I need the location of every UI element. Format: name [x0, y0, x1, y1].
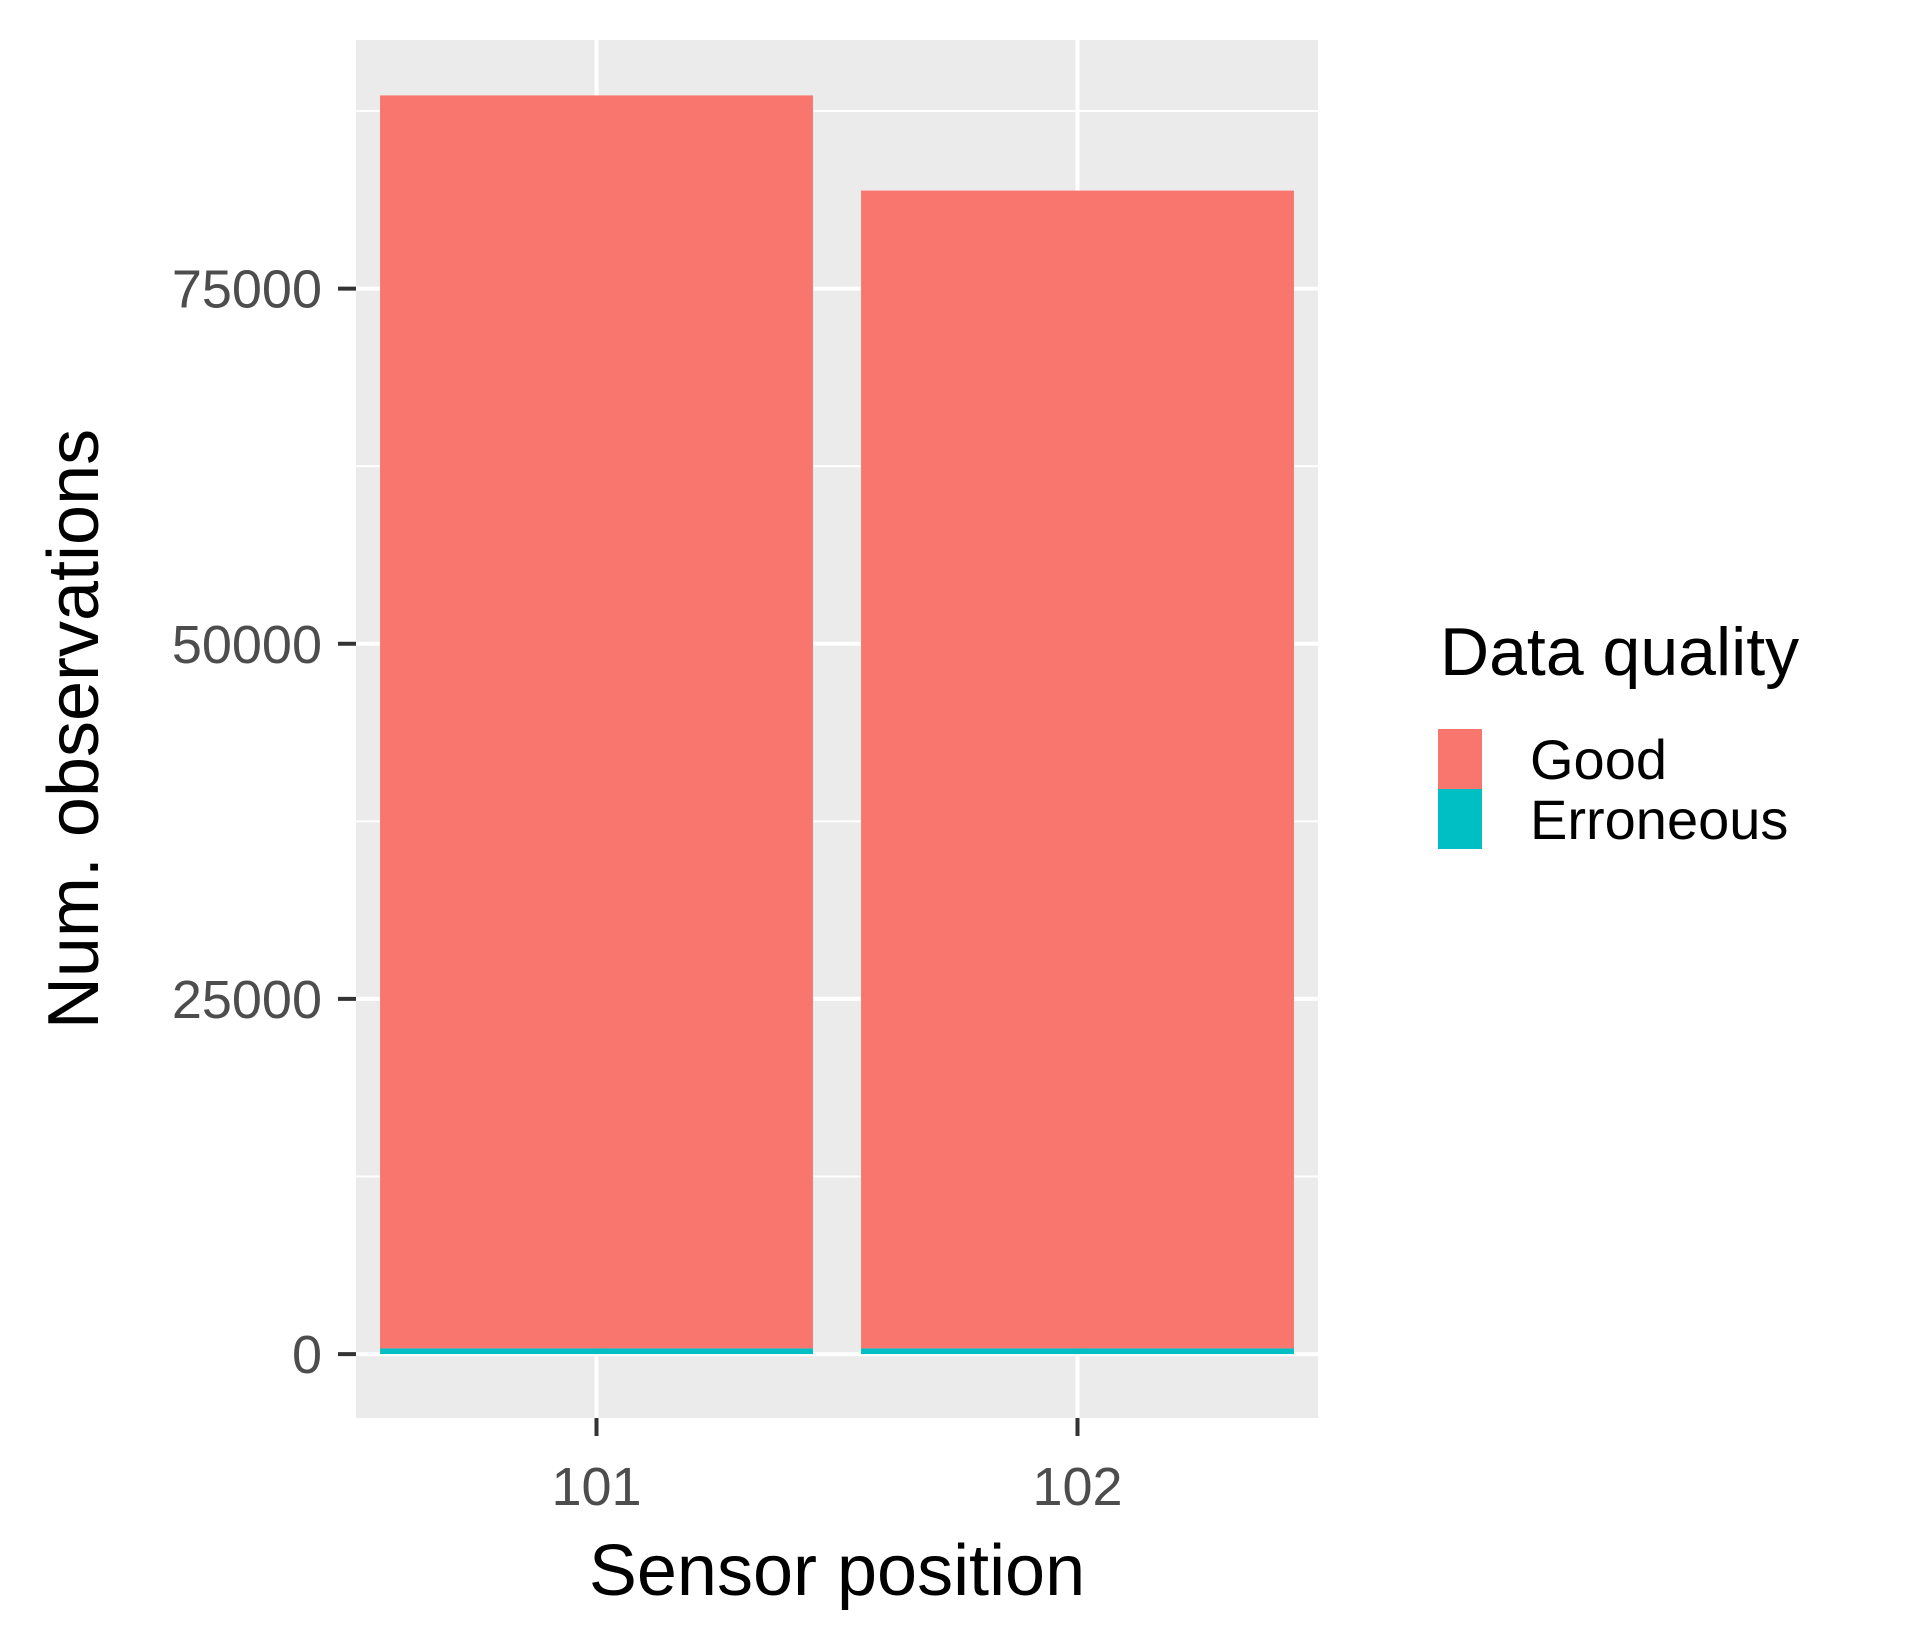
y-tick-label: 50000 — [172, 615, 322, 675]
legend-label-erroneous: Erroneous — [1530, 788, 1788, 851]
bars-layer — [380, 95, 1294, 1355]
axes-layer: 0 25000 50000 75000 101 102 — [172, 260, 1123, 1517]
y-axis-title: Num. observations — [34, 429, 114, 1029]
y-tick-label: 25000 — [172, 970, 322, 1030]
legend-title: Data quality — [1440, 614, 1799, 690]
bar-erroneous-101 — [380, 1348, 813, 1355]
y-tick-label: 0 — [292, 1325, 322, 1385]
x-tick-label: 102 — [1032, 1457, 1122, 1517]
legend-label-good: Good — [1530, 728, 1667, 791]
legend-key-erroneous — [1438, 789, 1482, 849]
legend-key-good — [1438, 729, 1482, 789]
y-tick-label: 75000 — [172, 260, 322, 320]
bar-erroneous-102 — [861, 1348, 1294, 1355]
bar-good-102 — [861, 190, 1294, 1349]
x-tick-label: 101 — [551, 1457, 641, 1517]
x-axis-title: Sensor position — [589, 1531, 1085, 1611]
bar-good-101 — [380, 95, 813, 1349]
